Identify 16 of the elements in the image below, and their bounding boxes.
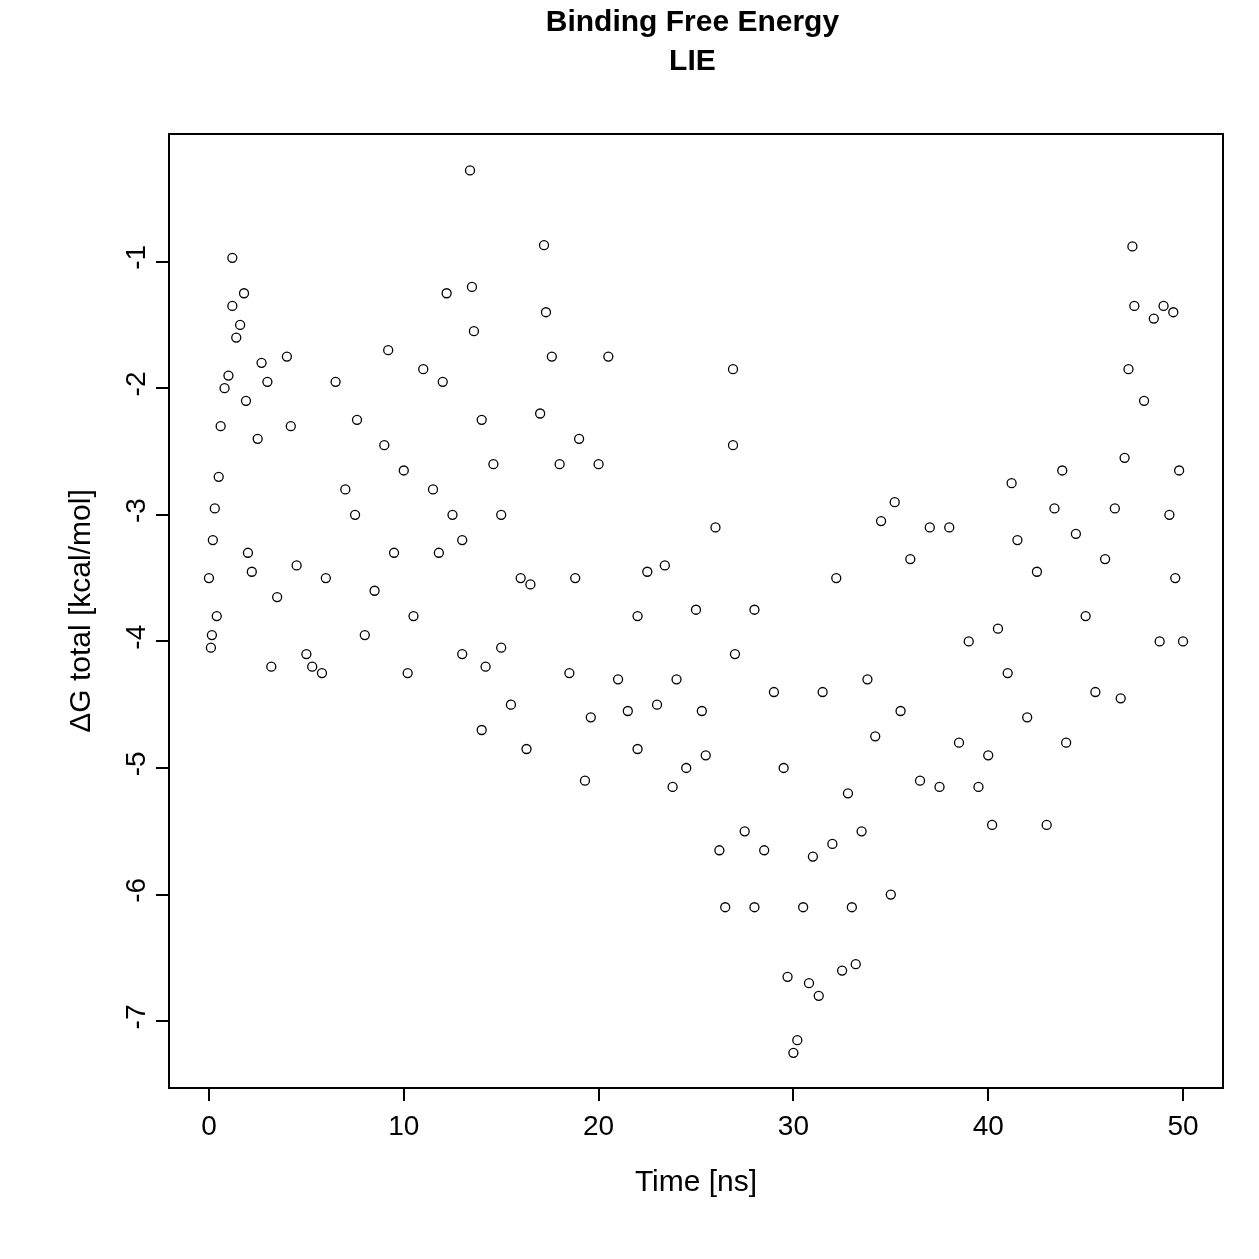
y-tick-label: -2 (119, 371, 151, 397)
x-tick-label: 40 (972, 1109, 1004, 1141)
x-tick-label: 10 (388, 1109, 420, 1141)
x-tick-label: 30 (777, 1109, 809, 1141)
y-tick-label: -6 (119, 877, 151, 903)
y-tick-label: -1 (119, 244, 151, 270)
x-tick-label: 50 (1167, 1109, 1199, 1141)
y-tick-label: -3 (119, 498, 151, 524)
x-tick-label: 0 (201, 1109, 217, 1141)
y-tick-label: -5 (119, 751, 151, 777)
chart-title: Binding Free Energy LIE (545, 4, 840, 77)
x-tick-label: 20 (583, 1109, 615, 1141)
y-tick-label: -7 (119, 1004, 151, 1030)
x-axis-title: Time [ns] (634, 1163, 758, 1197)
y-tick-label: -4 (119, 624, 151, 650)
y-axis-title: ΔG total [kcal/mol] (63, 489, 97, 733)
